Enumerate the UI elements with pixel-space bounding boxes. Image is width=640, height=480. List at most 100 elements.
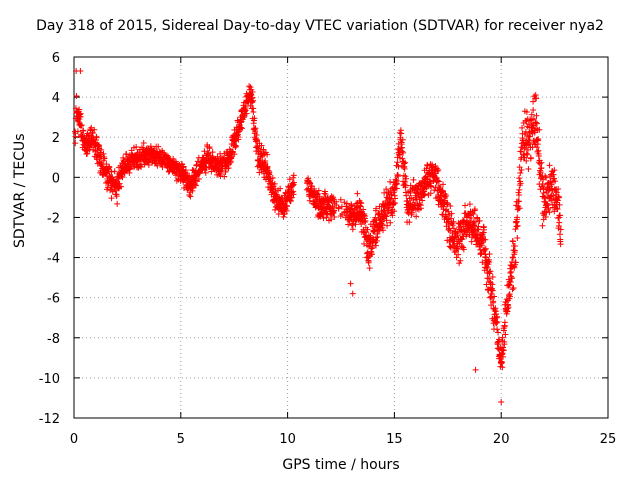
data-point: [106, 164, 113, 171]
data-point: [463, 233, 470, 240]
data-point: [510, 284, 517, 291]
data-point: [515, 198, 522, 205]
data-point: [500, 353, 507, 360]
data-point: [72, 140, 79, 147]
data-point: [543, 174, 550, 181]
data-point: [180, 163, 187, 170]
data-point: [364, 226, 371, 233]
data-point: [522, 128, 529, 135]
data-point: [322, 191, 329, 198]
data-point: [147, 143, 154, 150]
data-point: [361, 240, 368, 247]
data-point: [360, 206, 367, 213]
data-point: [232, 144, 239, 151]
data-point: [553, 189, 560, 196]
data-point: [540, 189, 547, 196]
data-point: [348, 202, 355, 209]
data-point: [232, 143, 239, 150]
data-point: [455, 245, 462, 252]
data-point: [523, 157, 530, 164]
data-point: [290, 179, 297, 186]
data-point: [557, 241, 564, 248]
data-point: [410, 176, 417, 183]
data-point: [145, 159, 152, 166]
data-point: [235, 136, 242, 143]
data-point: [333, 198, 340, 205]
x-tick-label: 25: [600, 432, 617, 447]
data-point: [306, 197, 313, 204]
data-point: [399, 148, 406, 155]
data-point: [237, 124, 244, 131]
data-point: [491, 306, 498, 313]
data-point: [500, 347, 507, 354]
data-point: [362, 217, 369, 224]
data-point: [480, 226, 487, 233]
x-tick-label: 5: [177, 432, 185, 447]
y-tick-label: 6: [52, 51, 60, 66]
y-tick-label: 4: [52, 91, 60, 106]
data-point: [478, 242, 485, 249]
data-point: [133, 144, 140, 151]
data-point: [489, 274, 496, 281]
data-point: [476, 217, 483, 224]
data-point: [545, 205, 552, 212]
data-point: [264, 151, 271, 158]
data-point: [347, 280, 354, 287]
data-point: [192, 182, 199, 189]
data-point: [189, 187, 196, 194]
data-point: [459, 236, 466, 243]
data-point: [509, 238, 516, 245]
data-point: [214, 153, 221, 160]
data-point: [277, 185, 284, 192]
data-point: [556, 201, 563, 208]
data-point: [532, 92, 539, 99]
data-point: [251, 115, 258, 122]
data-point: [457, 257, 464, 264]
data-point: [555, 186, 562, 193]
data-point: [392, 181, 399, 188]
data-point: [77, 113, 84, 120]
data-point: [189, 184, 196, 191]
data-point: [450, 218, 457, 225]
data-point: [114, 200, 121, 207]
data-point: [505, 282, 512, 289]
data-point: [119, 174, 126, 181]
data-point: [221, 173, 228, 180]
data-point: [403, 175, 410, 182]
data-point: [483, 281, 490, 288]
data-point: [374, 234, 381, 241]
data-point: [155, 143, 162, 150]
data-point: [554, 206, 561, 213]
data-point: [506, 293, 513, 300]
data-point: [368, 251, 375, 258]
data-point: [368, 245, 375, 252]
data-point: [546, 162, 553, 169]
data-point: [98, 146, 105, 153]
data-point: [269, 180, 276, 187]
data-point: [376, 211, 383, 218]
data-point: [206, 144, 213, 151]
data-point: [381, 189, 388, 196]
data-point: [534, 120, 541, 127]
data-point: [501, 341, 508, 348]
data-point: [448, 210, 455, 217]
y-tick-label: -10: [39, 372, 60, 387]
data-point: [356, 202, 363, 209]
data-point: [250, 109, 257, 116]
data-point: [315, 187, 322, 194]
data-point: [489, 281, 496, 288]
data-point: [517, 180, 524, 187]
data-point: [551, 178, 558, 185]
data-point: [217, 170, 224, 177]
data-point: [461, 228, 468, 235]
data-point: [456, 220, 463, 227]
data-point: [509, 275, 516, 282]
data-point: [494, 326, 501, 333]
data-point: [384, 222, 391, 229]
data-point: [525, 141, 532, 148]
data-point: [439, 187, 446, 194]
data-point: [243, 110, 250, 117]
data-point: [451, 249, 458, 256]
data-point: [435, 167, 442, 174]
data-point: [556, 219, 563, 226]
